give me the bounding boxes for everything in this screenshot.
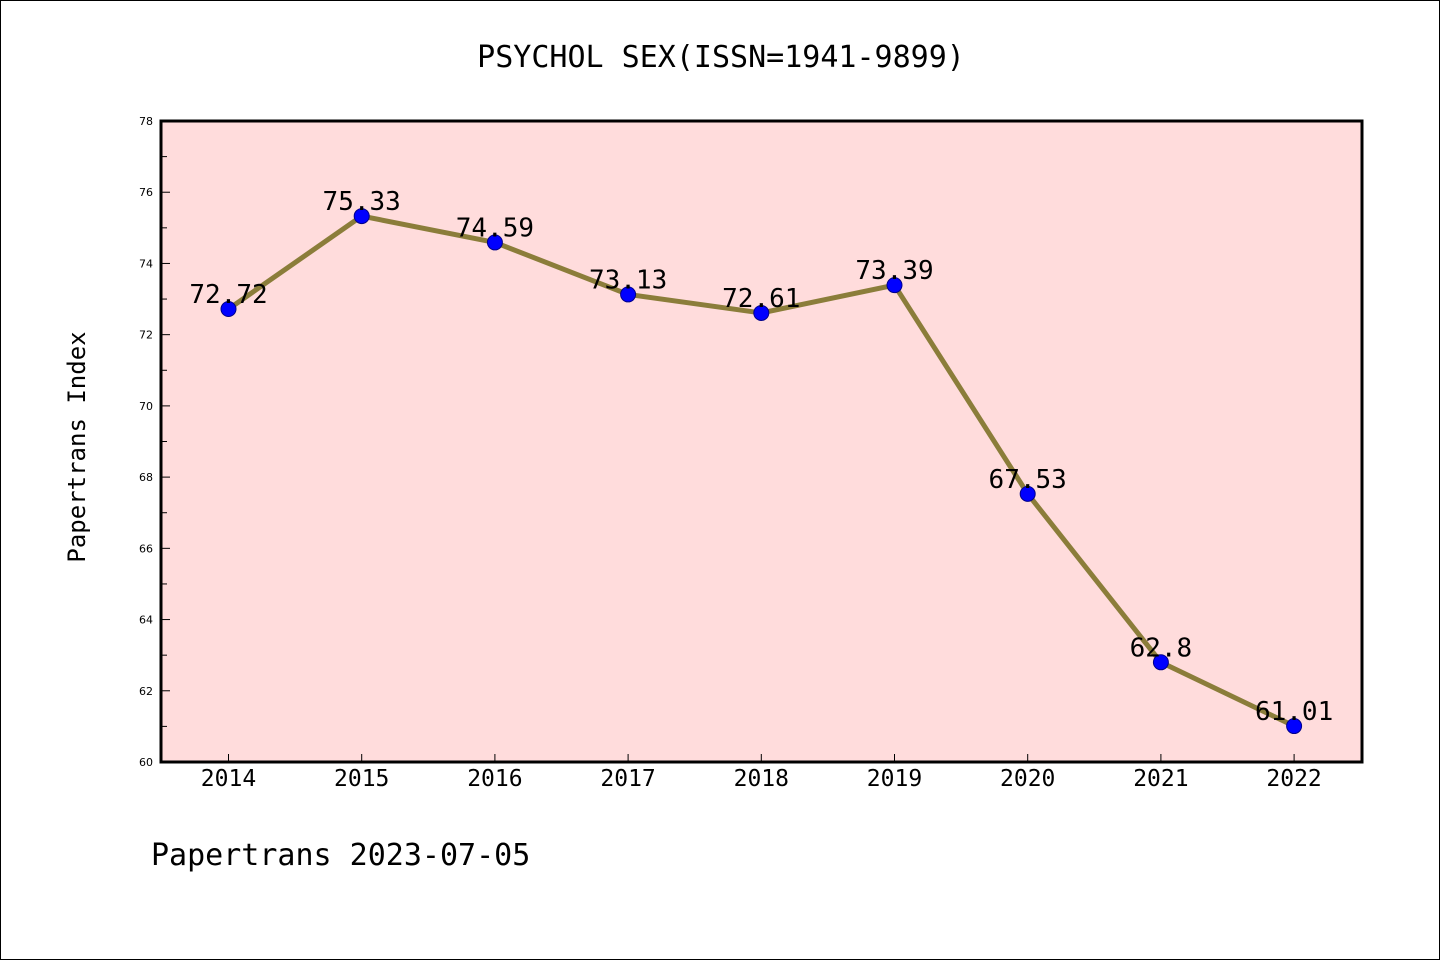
y-tick-label: 70 [139, 400, 153, 413]
y-tick-label: 78 [139, 115, 153, 128]
x-tick-label: 2018 [734, 766, 789, 792]
y-tick-label: 74 [139, 257, 153, 270]
y-tick-label: 72 [139, 329, 153, 342]
plot-area [161, 121, 1362, 762]
data-point-label: 74.59 [456, 213, 534, 243]
y-tick-label: 76 [139, 186, 153, 199]
y-tick-label: 64 [139, 614, 153, 627]
data-point-label: 73.39 [855, 256, 933, 286]
x-tick-label: 2021 [1133, 766, 1188, 792]
data-point-marker [353, 208, 370, 225]
x-tick-label: 2019 [867, 766, 922, 792]
x-tick-label: 2020 [1000, 766, 1055, 792]
data-point-marker [220, 301, 237, 318]
y-tick-label: 66 [139, 542, 153, 555]
data-point-label: 72.61 [722, 284, 800, 314]
chart-title: PSYCHOL SEX(ISSN=1941-9899) [477, 40, 965, 75]
data-point-label: 72.72 [189, 280, 267, 310]
x-tick-label: 2015 [334, 766, 389, 792]
data-point-marker [1152, 654, 1169, 671]
x-tick-label: 2022 [1266, 766, 1321, 792]
data-point-marker [753, 304, 770, 321]
y-tick-label: 68 [139, 471, 153, 484]
data-point-label: 67.53 [989, 465, 1067, 495]
footer-date: Papertrans 2023-07-05 [151, 838, 530, 873]
x-tick-label: 2017 [600, 766, 655, 792]
x-tick-label: 2014 [201, 766, 256, 792]
data-labels: 72.72 75.33 74.59 73.13 72.61 73.39 67.53 62.8 6… [189, 187, 1333, 727]
x-axis-ticks: 2014 2015 2016 2017 2018 2019 2020 2021 2022 [201, 754, 1322, 792]
x-tick-label: 2016 [467, 766, 522, 792]
plot-border [159, 119, 1364, 764]
data-point-label: 61.01 [1255, 697, 1333, 727]
data-point-marker [886, 277, 903, 294]
y-tick-label: 60 [139, 756, 153, 769]
data-point-marker [620, 286, 637, 303]
data-point-label: 75.33 [323, 187, 401, 217]
data-point-marker [486, 234, 503, 251]
y-axis-ticks: 60 62 64 66 68 70 72 74 76 78 [139, 115, 170, 769]
data-point-marker [1286, 718, 1303, 735]
y-tick-label: 62 [139, 685, 153, 698]
data-point-marker [1019, 485, 1036, 502]
series-markers [220, 208, 1303, 735]
data-point-label: 62.8 [1130, 633, 1193, 663]
data-point-label: 73.13 [589, 265, 667, 295]
y-axis-label: Papertrans Index [63, 331, 91, 562]
